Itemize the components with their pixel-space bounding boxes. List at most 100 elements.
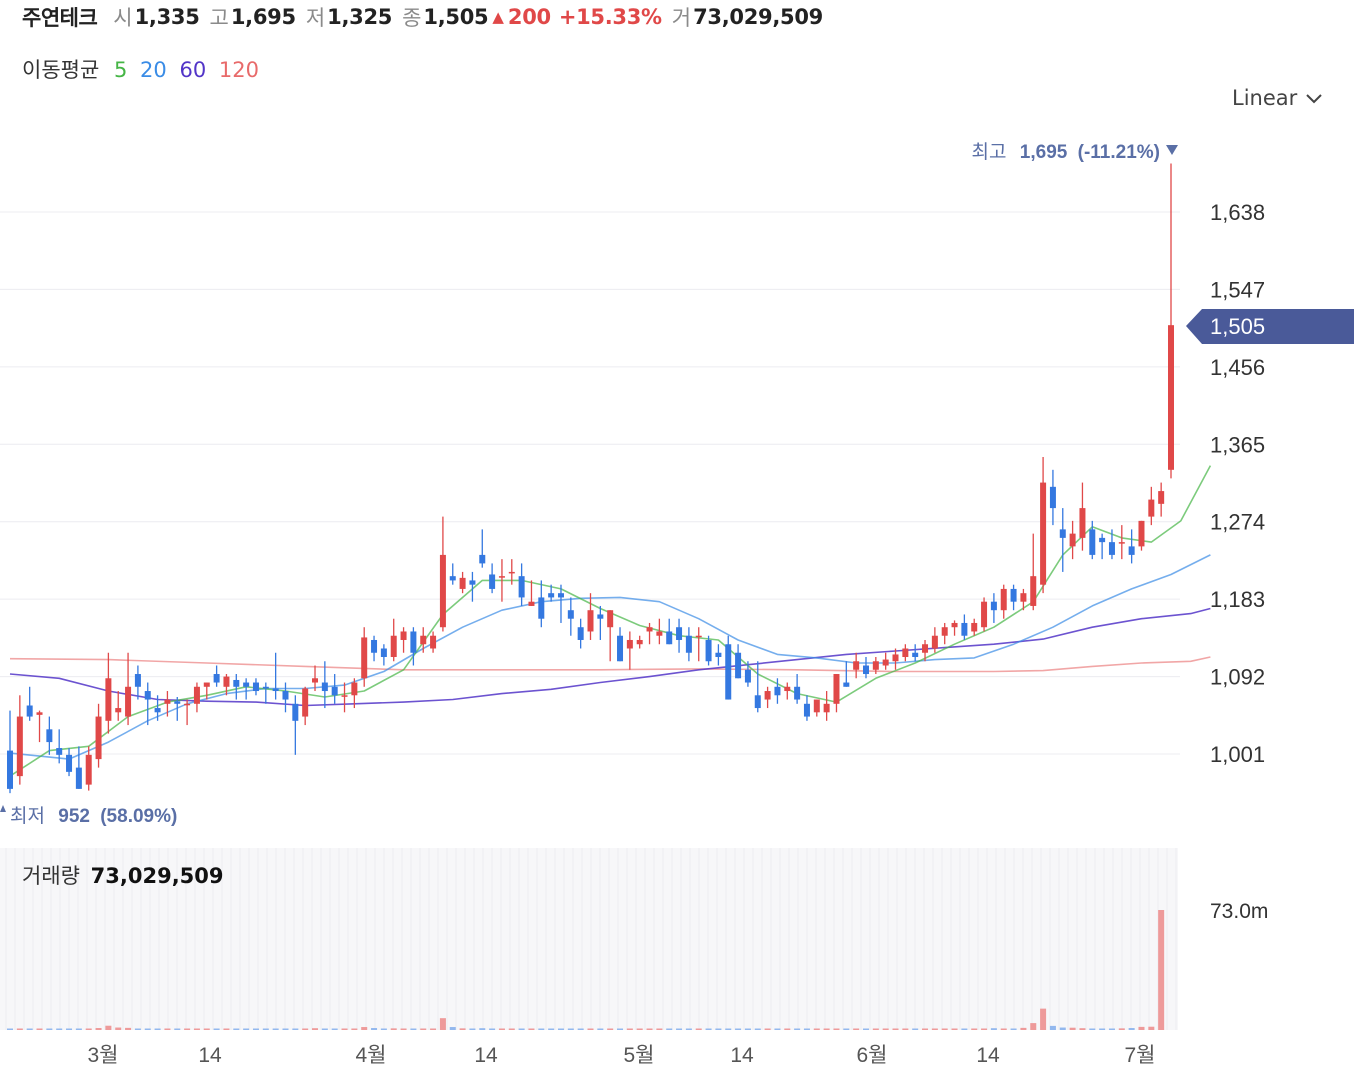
- candle: [557, 584, 564, 623]
- candle-body: [420, 635, 427, 645]
- candle: [892, 648, 899, 670]
- ma5-legend[interactable]: 5: [113, 58, 128, 82]
- candle: [85, 746, 92, 791]
- volume-bar: [1089, 1028, 1096, 1030]
- candle: [1040, 457, 1047, 594]
- volume-axis-label: 73.0m: [1210, 900, 1268, 923]
- candle: [1049, 469, 1056, 526]
- candle: [1000, 584, 1007, 619]
- candle: [666, 618, 673, 645]
- candle: [66, 748, 73, 777]
- candle: [853, 652, 860, 679]
- candle-body: [272, 688, 279, 692]
- volume-bar: [410, 1028, 417, 1030]
- candle-body: [528, 601, 535, 606]
- candle: [125, 652, 132, 726]
- ma120-legend[interactable]: 120: [218, 58, 259, 82]
- candle: [784, 682, 791, 700]
- candle: [144, 682, 151, 726]
- volume-bar: [1049, 1025, 1056, 1030]
- candle: [715, 644, 722, 666]
- candle-body: [390, 635, 397, 658]
- scale-dropdown[interactable]: Linear: [1232, 86, 1323, 110]
- candle-body: [1128, 546, 1135, 555]
- volume-bar: [390, 1028, 397, 1030]
- candlesticks: [7, 163, 1174, 794]
- candle: [577, 618, 584, 649]
- open-label: 시: [113, 6, 133, 30]
- candle: [312, 665, 319, 692]
- candle: [174, 696, 181, 721]
- low-marker-value: 952: [58, 806, 90, 827]
- volume-bar: [931, 1028, 938, 1030]
- candle-body: [75, 767, 82, 789]
- candle-body: [587, 610, 594, 632]
- volume-bar: [125, 1027, 132, 1030]
- moving-average-legend[interactable]: 이동평균 5 20 60 120: [22, 54, 265, 84]
- candle-body: [302, 688, 309, 717]
- candle: [922, 639, 929, 662]
- candle-body: [892, 654, 899, 662]
- candle-body: [1108, 542, 1115, 555]
- change-percent: +15.33%: [558, 5, 662, 29]
- volume-bar: [705, 1028, 712, 1030]
- candle-body: [243, 682, 250, 687]
- candle: [75, 746, 82, 789]
- candle-body: [125, 686, 132, 717]
- candle-body: [449, 576, 456, 581]
- candle: [26, 686, 33, 721]
- volume-bar: [666, 1028, 673, 1030]
- volume-bar: [784, 1028, 791, 1030]
- candle: [597, 605, 604, 640]
- volume-bar: [715, 1028, 722, 1030]
- candle-body: [715, 652, 722, 658]
- volume-bar: [361, 1027, 368, 1030]
- volume-bar: [489, 1028, 496, 1030]
- candle-body: [213, 674, 220, 683]
- volume-bar: [203, 1028, 210, 1030]
- volume-bar: [685, 1028, 692, 1030]
- close-value: 1,505: [423, 5, 489, 29]
- ma20-legend[interactable]: 20: [140, 58, 167, 82]
- candle: [538, 580, 545, 628]
- candle-body: [754, 695, 761, 709]
- candle-body: [951, 622, 958, 628]
- candle-body: [439, 554, 446, 628]
- candle-body: [981, 601, 988, 628]
- candle-body: [912, 652, 919, 658]
- volume-bar: [981, 1028, 988, 1030]
- candle: [764, 686, 771, 709]
- candle-body: [922, 644, 929, 653]
- volume-bar: [626, 1028, 633, 1030]
- low-label: 저: [305, 6, 326, 30]
- candle: [36, 710, 43, 743]
- candle: [105, 652, 112, 734]
- volume-bar: [75, 1028, 82, 1030]
- volume-bar: [1148, 1026, 1155, 1030]
- candle-body: [1040, 482, 1047, 585]
- candle-body: [1138, 520, 1145, 547]
- candle: [459, 571, 466, 594]
- candle-body: [164, 699, 171, 704]
- candle: [1030, 533, 1037, 611]
- candle: [607, 610, 614, 662]
- candle-body: [577, 627, 584, 640]
- candle-body: [371, 639, 378, 653]
- candle: [223, 674, 230, 696]
- time-axis: 3월 14 4월 14 5월 14 6월 14 7월: [88, 1044, 1156, 1067]
- ma60-legend[interactable]: 60: [179, 58, 207, 82]
- candle: [498, 559, 505, 602]
- candle: [567, 597, 574, 636]
- volume-bar: [105, 1025, 112, 1030]
- candle-body: [95, 716, 102, 760]
- candle: [961, 614, 968, 640]
- candle-body: [479, 554, 486, 564]
- candle: [794, 674, 801, 704]
- volume-bar: [646, 1028, 653, 1030]
- candle: [636, 635, 643, 649]
- volume-bar: [144, 1028, 151, 1030]
- up-triangle-icon: [0, 805, 6, 812]
- volume-bar: [1158, 910, 1165, 1030]
- volume-bar: [479, 1028, 486, 1030]
